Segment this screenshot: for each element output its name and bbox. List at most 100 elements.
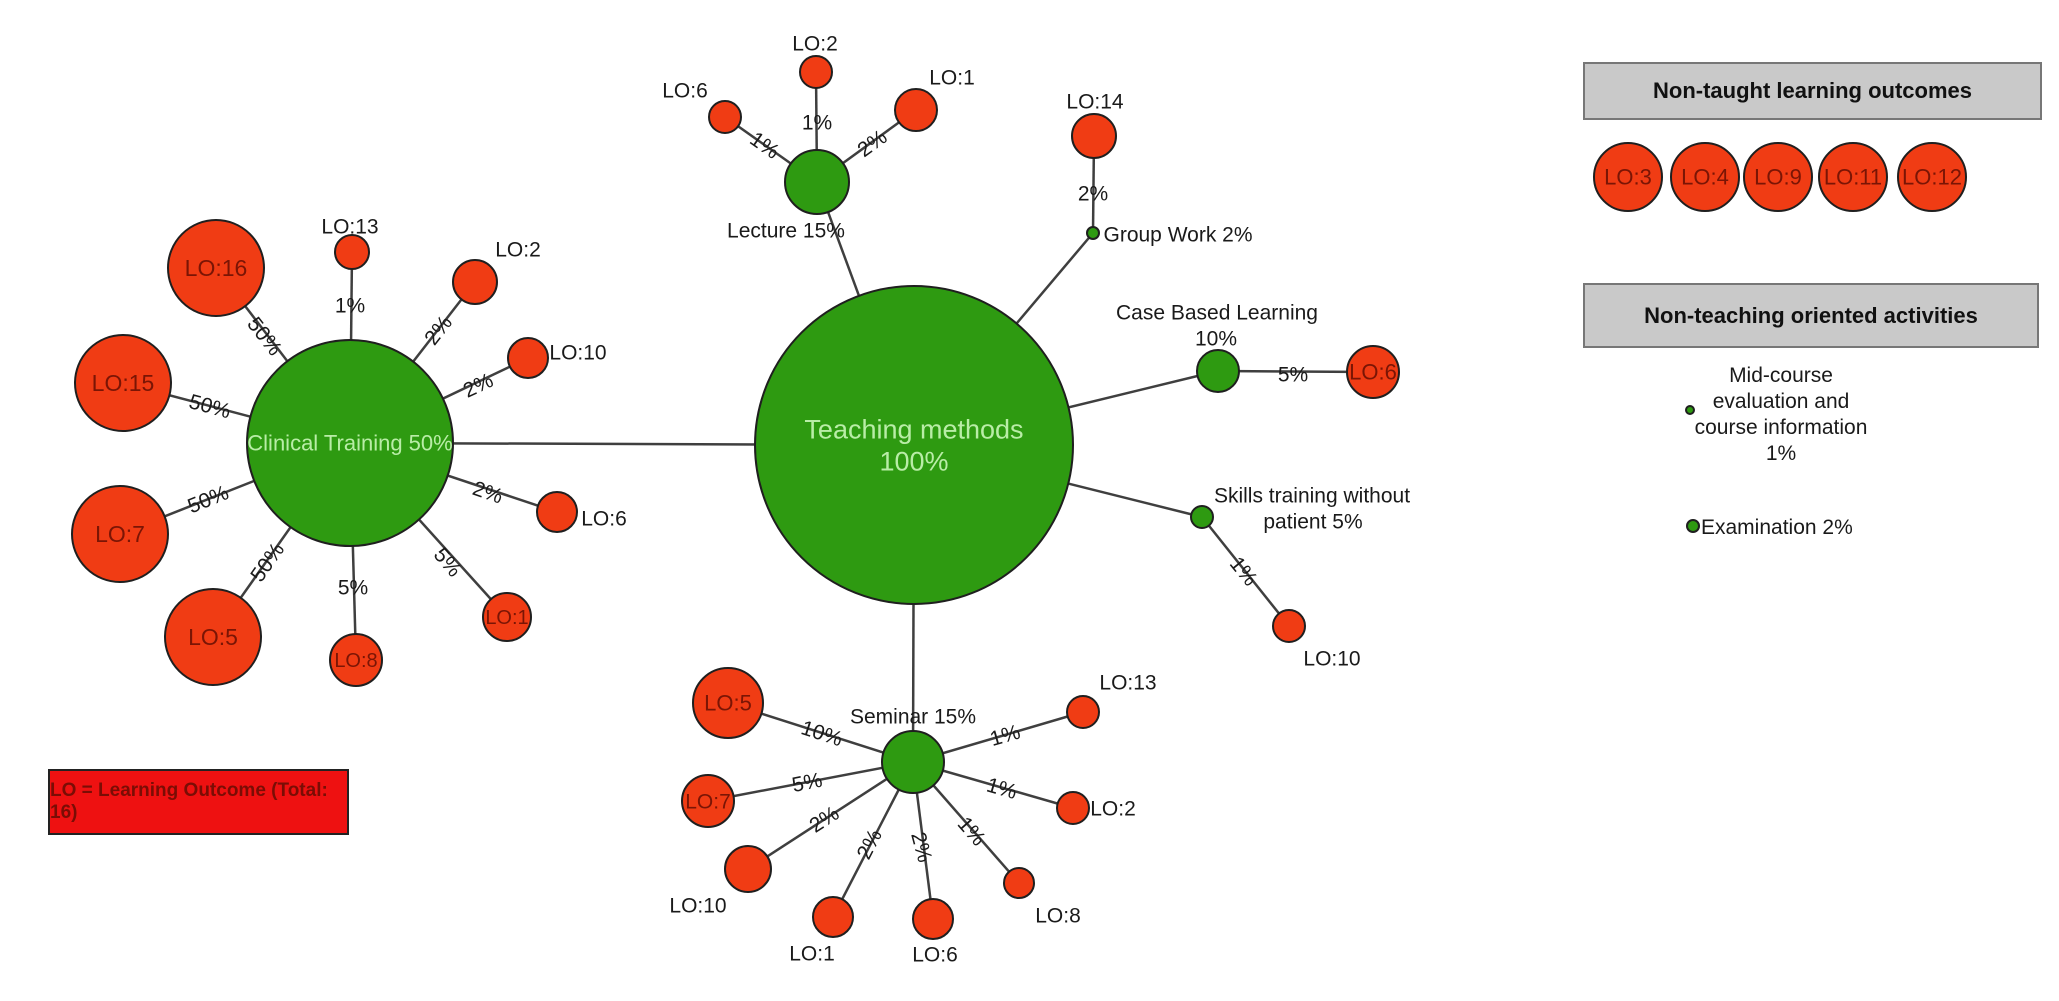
node-sem-lo2	[1056, 791, 1090, 825]
node-skills-training-dot	[1190, 505, 1214, 529]
legend-text: LO = Learning Outcome (Total: 16)	[50, 780, 328, 823]
node-ct-lo15	[74, 334, 172, 432]
node-ct-lo5	[164, 588, 262, 686]
node-sem-lo5	[692, 667, 764, 739]
non-teaching-activities-title: Non-teaching oriented activities	[1644, 302, 1978, 328]
node-gw-lo14	[1071, 113, 1117, 159]
label-cbl-pct-lo6: 5%	[1278, 363, 1308, 386]
label-sem-lo8-label: LO:8	[1035, 904, 1081, 927]
node-teaching-methods	[754, 285, 1074, 605]
label-lec-pct-lo6: 1%	[745, 128, 783, 164]
node-label-ct-lo8: LO:8	[334, 650, 377, 672]
label-gw-lo14-label: LO:14	[1066, 90, 1124, 113]
label-gw-pct-lo14: 2%	[1078, 182, 1108, 205]
label-ct-lo2-label: LO:2	[495, 238, 541, 261]
label-sem-lo10-label: LO:10	[669, 894, 726, 917]
node-label-cbl-lo6: LO:6	[1349, 360, 1397, 385]
node-label-teaching-methods-2: 100%	[879, 447, 948, 477]
label-ct-pct-lo10: 2%	[460, 369, 497, 403]
node-cbl-lo6	[1346, 345, 1400, 399]
label-sem-lo13-label: LO:13	[1099, 671, 1156, 694]
label-sem-lo6-label: LO:6	[912, 943, 958, 966]
label-lec-lo6-label: LO:6	[662, 79, 708, 102]
label-sem-lo1-label: LO:1	[789, 942, 835, 965]
node-sem-lo7	[681, 774, 735, 828]
node-group-work-dot	[1086, 226, 1100, 240]
node-nt-lo11	[1818, 142, 1888, 212]
node-nt-lo3	[1593, 142, 1663, 212]
node-ct-lo8	[329, 633, 383, 687]
node-ct-lo16	[167, 219, 265, 317]
label-sk-lo10-label: LO:10	[1303, 647, 1360, 670]
label-lecture-label: Lecture 15%	[727, 219, 845, 242]
non-taught-outcomes-title: Non-taught learning outcomes	[1653, 78, 1972, 103]
node-ct-lo7	[71, 485, 169, 583]
label-cbl-label-line1: Case Based Learning	[1116, 301, 1318, 324]
label-ct-lo6-label: LO:6	[581, 507, 627, 530]
node-lec-lo6	[708, 100, 742, 134]
node-nt-lo4	[1670, 142, 1740, 212]
label-lec-pct-lo2: 1%	[802, 111, 832, 134]
node-label-nt-lo3: LO:3	[1604, 165, 1652, 190]
node-label-nt-lo9: LO:9	[1754, 165, 1802, 190]
node-label-sem-lo5: LO:5	[704, 691, 752, 716]
midcourse-line-1: Mid-course	[1729, 364, 1833, 387]
label-sem-pct-lo2: 1%	[984, 774, 1020, 804]
node-label-ct-lo15: LO:15	[92, 370, 155, 396]
midcourse-line-4: 1%	[1765, 442, 1797, 465]
node-sem-lo13	[1066, 695, 1100, 729]
node-nt-lo12	[1897, 142, 1967, 212]
label-ct-pct-lo8: 5%	[338, 576, 368, 599]
label-sem-pct-lo5: 10%	[798, 716, 845, 751]
node-label-nt-lo12: LO:12	[1902, 165, 1962, 190]
label-lec-lo2-label: LO:2	[792, 32, 838, 55]
label-sem-lo2-label: LO:2	[1090, 797, 1136, 820]
label-sem-pct-lo1: 2%	[853, 826, 887, 863]
edge-seminar-sem-lo7	[707, 760, 914, 803]
node-midcourse-dot	[1685, 405, 1695, 415]
node-sem-lo1	[812, 896, 854, 938]
label-sem-pct-lo10: 2%	[805, 802, 843, 838]
node-label-nt-lo4: LO:4	[1681, 165, 1729, 190]
label-ct-pct-lo6: 2%	[470, 477, 506, 509]
legend-box: LO = Learning Outcome (Total: 16)	[48, 769, 349, 835]
node-label-ct-lo5: LO:5	[188, 624, 238, 650]
node-label-clinical-training: Clinical Training 50%	[247, 431, 452, 456]
edge-seminar-sem-lo10	[747, 760, 914, 871]
node-ct-lo6	[536, 491, 578, 533]
label-ct-pct-lo15: 50%	[187, 390, 234, 423]
label-cbl-label-line2: 10%	[1195, 327, 1237, 350]
node-sem-lo8	[1003, 867, 1035, 899]
label-ct-pct-lo1: 5%	[429, 544, 466, 582]
midcourse-line-3: course information	[1694, 416, 1868, 439]
node-lecture	[784, 149, 850, 215]
label-ct-pct-lo13: 1%	[335, 294, 365, 317]
node-label-nt-lo11: LO:11	[1824, 165, 1882, 190]
node-ct-lo1	[482, 592, 532, 642]
midcourse-activity: Mid-course evaluation and course informa…	[1650, 363, 1912, 467]
label-ct-lo13-label: LO:13	[321, 215, 378, 238]
label-ct-pct-lo7: 50%	[185, 481, 233, 518]
label-lec-lo1-label: LO:1	[929, 66, 975, 89]
node-ct-lo2	[452, 259, 498, 305]
node-label-teaching-methods-1: Teaching methods	[804, 414, 1023, 444]
label-sem-pct-lo6: 2%	[906, 830, 936, 865]
label-skills-label-line2: patient 5%	[1263, 510, 1362, 533]
node-nt-lo9	[1743, 142, 1813, 212]
label-skills-label-line1: Skills training without	[1214, 484, 1410, 507]
node-sem-lo10	[724, 845, 772, 893]
non-taught-outcomes-header: Non-taught learning outcomes	[1583, 62, 2042, 120]
node-label-ct-lo1: LO:1	[485, 607, 528, 629]
node-clinical-training	[246, 339, 454, 547]
examination-activity-label: Examination 2%	[1701, 516, 1853, 539]
node-examination-dot	[1686, 519, 1700, 533]
non-teaching-activities-header: Non-teaching oriented activities	[1583, 283, 2039, 348]
label-sem-pct-lo7: 5%	[790, 769, 824, 797]
node-sk-lo10	[1272, 609, 1306, 643]
node-lec-lo2	[799, 55, 833, 89]
node-sem-lo6	[912, 898, 954, 940]
node-label-ct-lo7: LO:7	[95, 521, 145, 547]
label-group-work-label: Group Work 2%	[1104, 223, 1253, 246]
